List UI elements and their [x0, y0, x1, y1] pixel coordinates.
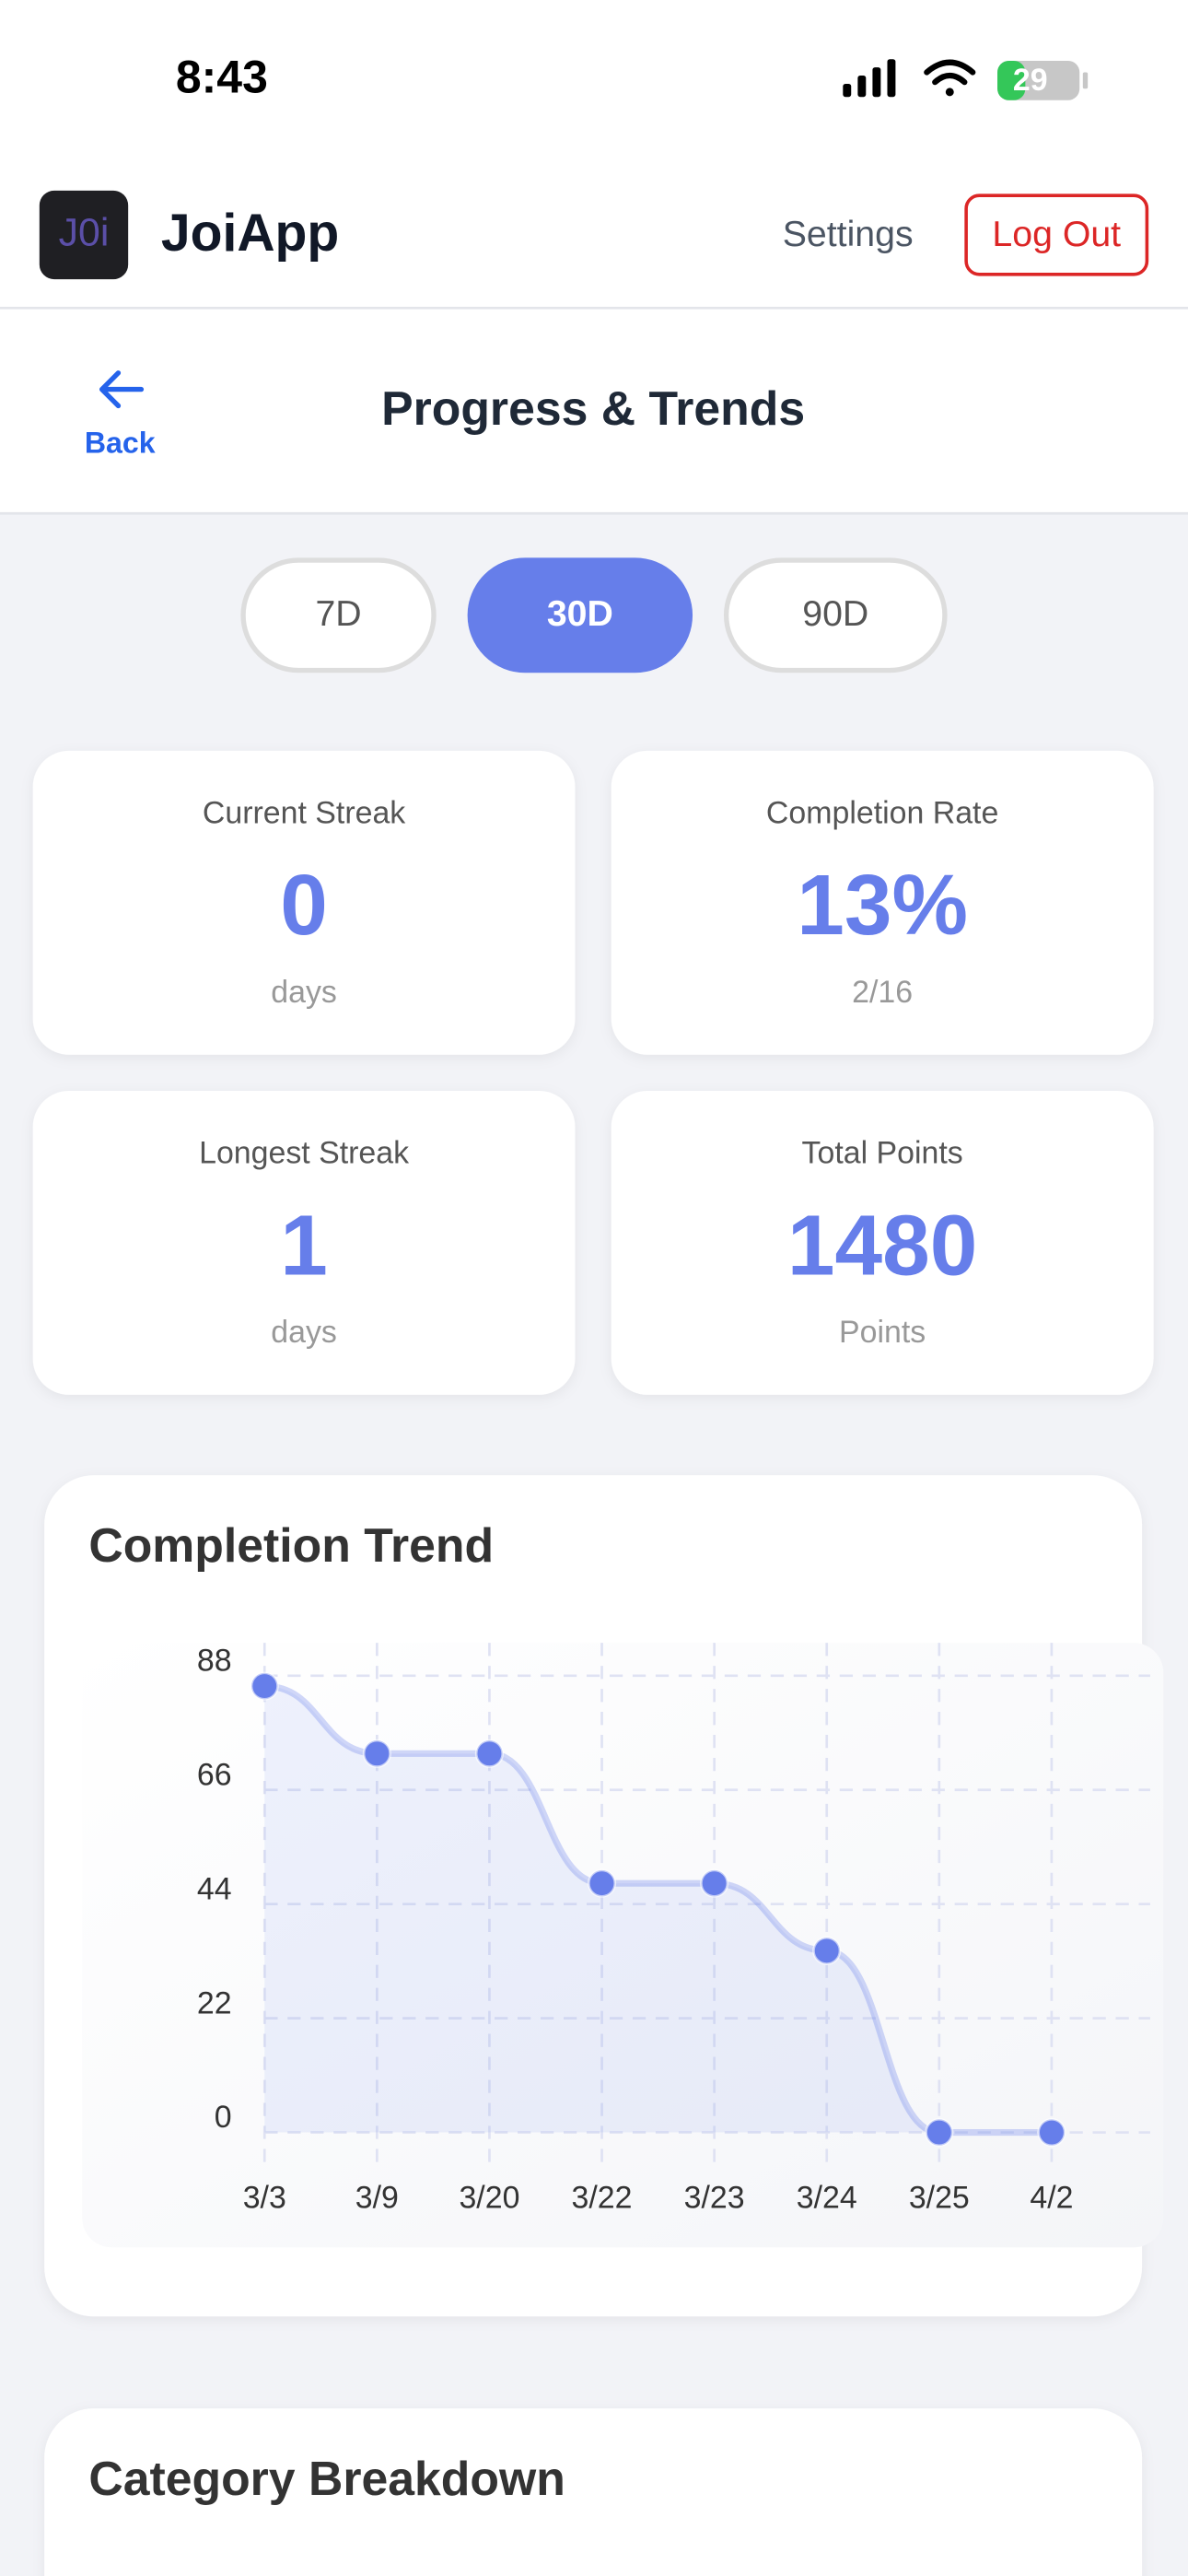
stat-label: Current Streak — [203, 795, 405, 830]
x-tick-label: 3/9 — [355, 2181, 399, 2216]
stat-card — [32, 750, 576, 1055]
stat-value: 1 — [280, 1197, 328, 1293]
range-tab-label: 30D — [547, 593, 613, 634]
battery-text: 29 — [1013, 63, 1048, 98]
stat-card — [611, 750, 1154, 1055]
stat-card — [611, 1091, 1154, 1395]
range-tab-label: 7D — [315, 593, 361, 634]
chart-panel — [82, 1643, 1164, 2248]
y-tick-label: 22 — [197, 1985, 232, 2020]
x-tick-label: 3/23 — [684, 2181, 745, 2216]
stat-sub: Points — [839, 1315, 926, 1350]
point — [700, 1868, 729, 1898]
x-tick-label: 3/22 — [572, 2181, 633, 2216]
stat-value: 1480 — [787, 1197, 977, 1293]
x-tick-label: 3/24 — [797, 2181, 857, 2216]
point — [1037, 2117, 1066, 2148]
stat-cards: Current Streak 0 days Completion Rate 13% 2/1… — [32, 750, 1154, 1395]
stat-label: Total Points — [802, 1136, 963, 1171]
settings-link[interactable]: Settings — [783, 214, 914, 254]
back-text[interactable]: Back — [85, 427, 156, 460]
app-logo[interactable] — [39, 190, 129, 280]
wifi-icon — [924, 59, 976, 97]
chart: 0 22 44 66 88 3/3 3/9 3/20 3/22 3/23 3/24 3/25 4/2 — [197, 1643, 1150, 2216]
range-tab[interactable] — [723, 557, 948, 673]
battery-cap — [1082, 72, 1089, 89]
y-tick-label: 66 — [197, 1757, 232, 1792]
range-tab-label: 90D — [802, 593, 868, 634]
signal-icon — [843, 59, 896, 98]
point — [474, 1739, 505, 1768]
y-tick-label: 0 — [215, 2100, 232, 2135]
stat-card — [32, 1091, 576, 1395]
logout-text: Log Out — [992, 214, 1121, 254]
range-tabs: 7D 30D 90D — [240, 557, 948, 673]
battery-level — [997, 60, 1026, 100]
back-arrow[interactable] — [99, 370, 145, 409]
stat-sub: days — [271, 975, 337, 1010]
point — [250, 1671, 279, 1701]
x-tick-label: 4/2 — [1030, 2181, 1073, 2216]
stat-value: 0 — [280, 857, 328, 953]
x-tick-label: 3/25 — [909, 2181, 970, 2216]
range-tab[interactable] — [467, 557, 693, 673]
y-tick-label: 88 — [197, 1644, 232, 1679]
stat-value: 13% — [797, 857, 968, 953]
app-logo-text: J0i — [59, 210, 110, 254]
x-tick-label: 3/20 — [459, 2181, 519, 2216]
line — [264, 1682, 1052, 2137]
stat-label: Completion Rate — [766, 795, 998, 830]
point — [925, 2117, 954, 2148]
x-tick-label: 3/3 — [243, 2181, 286, 2216]
point — [587, 1868, 617, 1898]
stat-sub: 2/16 — [852, 975, 913, 1010]
app-name: JoiApp — [161, 204, 339, 263]
point — [812, 1936, 842, 1965]
logout-button[interactable] — [964, 193, 1149, 276]
category-card — [44, 2408, 1143, 2576]
point — [362, 1739, 391, 1768]
stat-label: Longest Streak — [199, 1136, 409, 1171]
clock: 8:43 — [176, 52, 268, 103]
chart-title: Completion Trend — [88, 1518, 494, 1572]
category-title: Category Breakdown — [88, 2452, 565, 2505]
y-tick-label: 44 — [197, 1871, 232, 1906]
page-title: Progress & Trends — [381, 381, 805, 435]
area — [264, 1686, 1052, 2133]
range-tab[interactable] — [240, 557, 437, 673]
stat-sub: days — [271, 1315, 337, 1350]
